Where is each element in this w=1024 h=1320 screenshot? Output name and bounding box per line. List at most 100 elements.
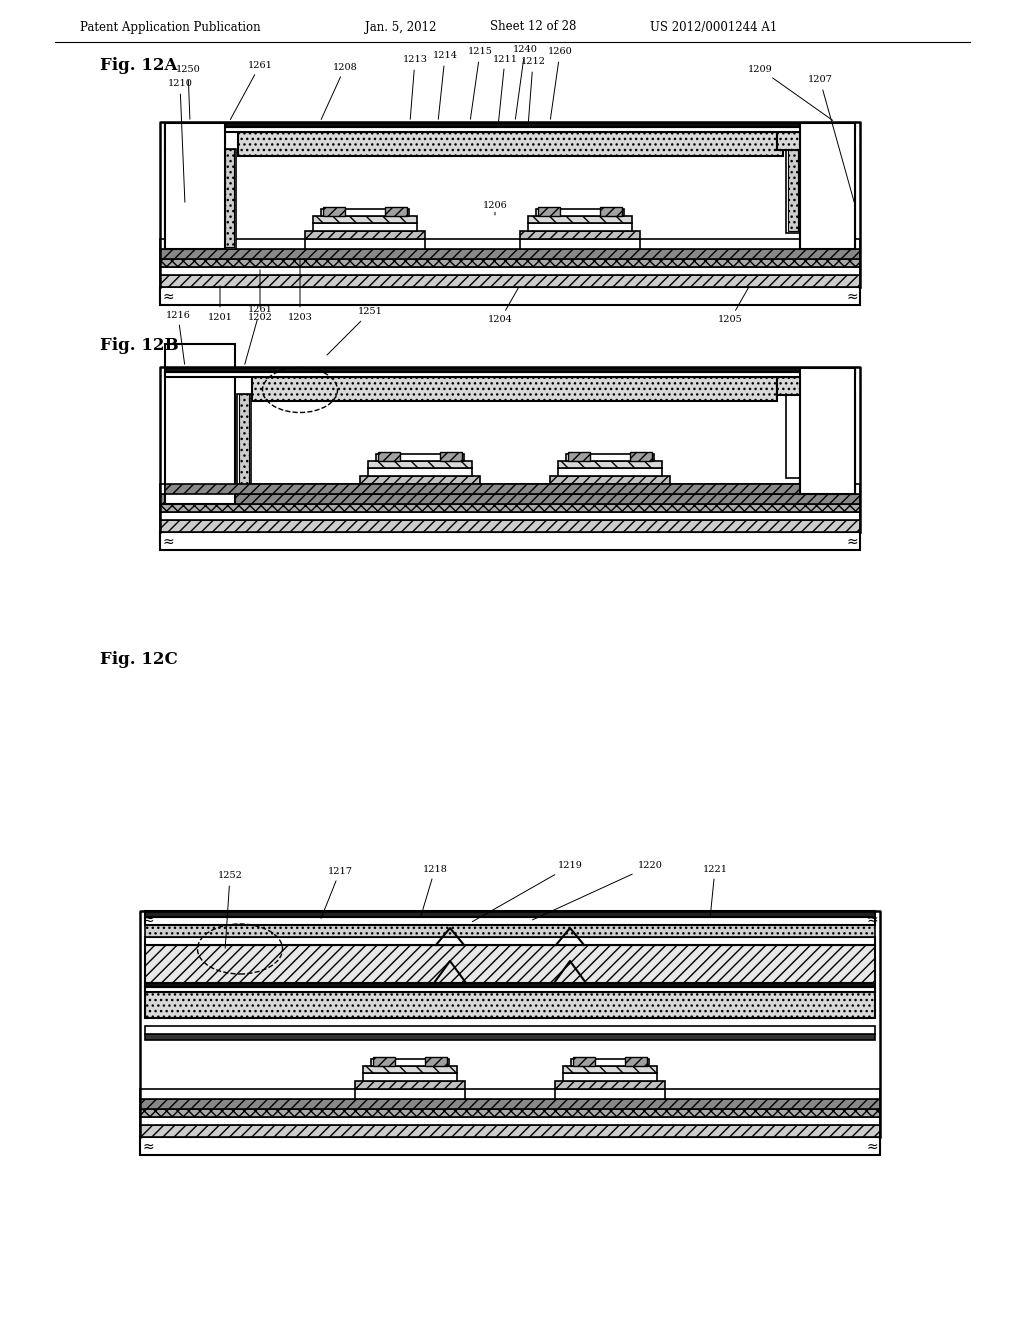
Bar bbox=[160, 239, 860, 249]
Bar bbox=[777, 132, 837, 150]
Text: 1214: 1214 bbox=[432, 51, 458, 119]
Text: 1203: 1203 bbox=[288, 260, 312, 322]
Text: 1216: 1216 bbox=[166, 310, 190, 364]
Bar bbox=[222, 149, 236, 249]
Bar bbox=[550, 484, 670, 494]
Bar bbox=[160, 259, 860, 267]
Text: 1252: 1252 bbox=[217, 871, 243, 948]
Bar bbox=[555, 1081, 665, 1089]
Bar bbox=[373, 1057, 395, 1067]
Bar bbox=[165, 149, 220, 249]
Text: ≈: ≈ bbox=[866, 1140, 878, 1154]
Bar bbox=[165, 123, 225, 249]
Text: 1201: 1201 bbox=[208, 286, 232, 322]
Bar bbox=[568, 451, 590, 461]
Text: 1202: 1202 bbox=[248, 269, 272, 322]
Bar bbox=[555, 1089, 665, 1100]
Text: ≈: ≈ bbox=[866, 913, 878, 927]
Text: 1215: 1215 bbox=[468, 48, 493, 119]
Bar bbox=[600, 207, 622, 216]
Bar bbox=[238, 132, 783, 156]
Bar bbox=[563, 1073, 657, 1081]
Bar bbox=[305, 239, 425, 249]
Bar bbox=[160, 275, 860, 286]
Text: Jan. 5, 2012: Jan. 5, 2012 bbox=[365, 21, 436, 33]
Bar bbox=[571, 1059, 649, 1067]
Bar bbox=[371, 1059, 449, 1067]
Text: 1206: 1206 bbox=[482, 201, 507, 215]
Bar bbox=[625, 1057, 647, 1067]
Bar bbox=[558, 461, 662, 469]
Bar bbox=[160, 494, 860, 504]
Bar bbox=[355, 1089, 465, 1100]
Bar bbox=[165, 127, 855, 132]
Bar bbox=[378, 451, 400, 461]
Bar bbox=[145, 937, 874, 945]
Bar bbox=[160, 504, 860, 512]
Bar bbox=[520, 231, 640, 239]
Bar bbox=[252, 378, 777, 401]
Bar bbox=[313, 216, 417, 223]
Text: 1211: 1211 bbox=[493, 54, 517, 124]
Text: 1204: 1204 bbox=[487, 288, 518, 325]
Bar bbox=[800, 149, 855, 249]
Text: ≈: ≈ bbox=[162, 535, 174, 549]
Bar bbox=[321, 209, 409, 216]
Bar bbox=[224, 149, 234, 247]
Bar bbox=[362, 1073, 457, 1081]
Bar bbox=[563, 1067, 657, 1073]
Bar bbox=[140, 1125, 880, 1137]
Text: Fig. 12B: Fig. 12B bbox=[100, 337, 178, 354]
Text: Fig. 12C: Fig. 12C bbox=[100, 652, 178, 668]
Bar bbox=[145, 925, 874, 937]
Text: 1212: 1212 bbox=[520, 58, 546, 124]
Bar bbox=[145, 917, 874, 925]
Bar bbox=[165, 484, 855, 494]
Bar bbox=[160, 520, 860, 532]
Bar bbox=[313, 223, 417, 231]
Text: ≈: ≈ bbox=[162, 290, 174, 304]
Bar bbox=[368, 461, 472, 469]
Bar bbox=[140, 1137, 880, 1155]
Bar bbox=[777, 378, 837, 395]
Bar bbox=[786, 149, 800, 234]
Text: 1205: 1205 bbox=[718, 288, 749, 325]
Bar bbox=[528, 216, 632, 223]
Bar bbox=[355, 1081, 465, 1089]
Bar bbox=[160, 267, 860, 275]
Bar bbox=[145, 993, 874, 1018]
Bar bbox=[550, 477, 670, 484]
Bar bbox=[145, 983, 874, 987]
Bar bbox=[305, 231, 425, 239]
Bar bbox=[165, 132, 225, 150]
Bar bbox=[376, 454, 464, 461]
Bar bbox=[145, 1034, 874, 1040]
Text: 1261: 1261 bbox=[230, 61, 272, 120]
Bar bbox=[165, 123, 855, 127]
Bar bbox=[140, 1089, 880, 1100]
Bar bbox=[160, 532, 860, 550]
Bar bbox=[140, 1109, 880, 1117]
Bar bbox=[160, 249, 860, 259]
Text: 1261: 1261 bbox=[245, 305, 272, 364]
Bar bbox=[425, 1057, 447, 1067]
Bar bbox=[140, 1117, 880, 1125]
Text: 1208: 1208 bbox=[322, 62, 357, 120]
Bar bbox=[385, 207, 407, 216]
Text: US 2012/0001244 A1: US 2012/0001244 A1 bbox=[650, 21, 777, 33]
Bar bbox=[800, 123, 855, 249]
Text: ≈: ≈ bbox=[142, 913, 154, 927]
Bar bbox=[360, 477, 480, 484]
Bar bbox=[536, 209, 624, 216]
Bar bbox=[237, 393, 251, 494]
Bar bbox=[160, 512, 860, 520]
Text: 1218: 1218 bbox=[421, 865, 447, 916]
Bar bbox=[160, 484, 860, 494]
Text: 1209: 1209 bbox=[748, 65, 833, 120]
Bar bbox=[538, 207, 560, 216]
Bar bbox=[566, 454, 654, 461]
Text: 1213: 1213 bbox=[402, 55, 427, 119]
Text: 1240: 1240 bbox=[513, 45, 538, 119]
Bar bbox=[368, 469, 472, 477]
Bar bbox=[145, 1026, 874, 1034]
